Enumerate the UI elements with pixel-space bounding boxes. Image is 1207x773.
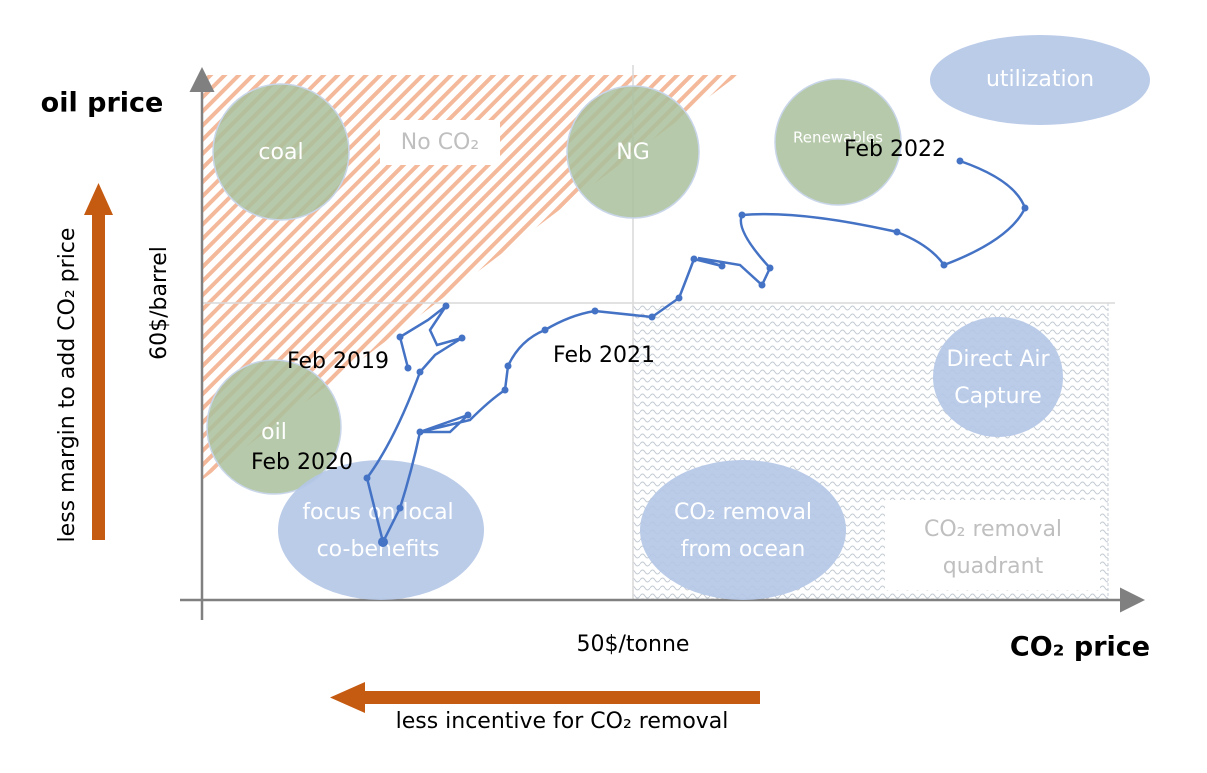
point: [541, 326, 549, 334]
region-label: quadrant: [943, 554, 1044, 579]
point: [758, 281, 766, 289]
bubble: [774, 78, 902, 206]
point: [404, 364, 412, 372]
bubble: [933, 317, 1063, 437]
bubble: [930, 35, 1150, 125]
point: [956, 157, 964, 165]
date-label: Feb 2020: [251, 450, 353, 475]
axis-mark: 60$/barrel: [147, 246, 172, 360]
bubble-label: oil: [261, 420, 287, 445]
point: [893, 228, 901, 236]
arrow: [92, 215, 105, 540]
point: [464, 411, 472, 419]
bubble: [206, 359, 342, 495]
arrow: [84, 183, 113, 215]
label-box: [380, 120, 500, 165]
bubble-label: from ocean: [681, 537, 806, 562]
bubble-label: Renewables: [793, 129, 883, 147]
date-label: Feb 2022: [844, 137, 946, 162]
region-label: No CO₂: [401, 130, 479, 155]
point: [396, 333, 404, 341]
axis-title: oil price: [41, 88, 164, 119]
point: [504, 362, 512, 370]
point: [442, 302, 450, 310]
bubble-label: utilization: [986, 67, 1094, 92]
label-box: [885, 500, 1100, 590]
point: [396, 504, 404, 512]
bubble: [212, 83, 350, 221]
bubble-label: Capture: [954, 384, 1041, 409]
bubble-label: coal: [258, 140, 303, 165]
point: [718, 262, 726, 270]
arrow-label: less incentive for CO₂ removal: [396, 709, 729, 734]
point: [458, 334, 466, 342]
axis-title: CO₂ price: [1010, 632, 1150, 663]
bubble-label: Direct Air: [946, 347, 1050, 372]
bubble: [566, 85, 700, 219]
bubble-label: NG: [616, 140, 650, 165]
date-label: Feb 2019: [287, 349, 389, 374]
point: [363, 474, 371, 482]
arrow: [365, 691, 760, 704]
point: [940, 261, 948, 269]
point: [675, 294, 683, 302]
arrow: [330, 682, 365, 713]
point: [501, 386, 509, 394]
point: [648, 313, 656, 321]
bubble-label: CO₂ removal: [674, 500, 812, 525]
point: [591, 307, 599, 315]
point: [378, 537, 388, 547]
region-label: CO₂ removal: [924, 517, 1062, 542]
date-label: Feb 2021: [553, 343, 655, 368]
bubble-label: co-benefits: [317, 537, 440, 562]
arrow-label: less margin to add CO₂ price: [55, 228, 80, 543]
point: [738, 211, 746, 219]
point: [1021, 204, 1029, 212]
axis-mark: 50$/tonne: [577, 632, 690, 657]
point: [416, 428, 424, 436]
point: [416, 368, 424, 376]
point: [690, 255, 698, 263]
bubble: [640, 460, 846, 600]
point: [766, 264, 774, 272]
